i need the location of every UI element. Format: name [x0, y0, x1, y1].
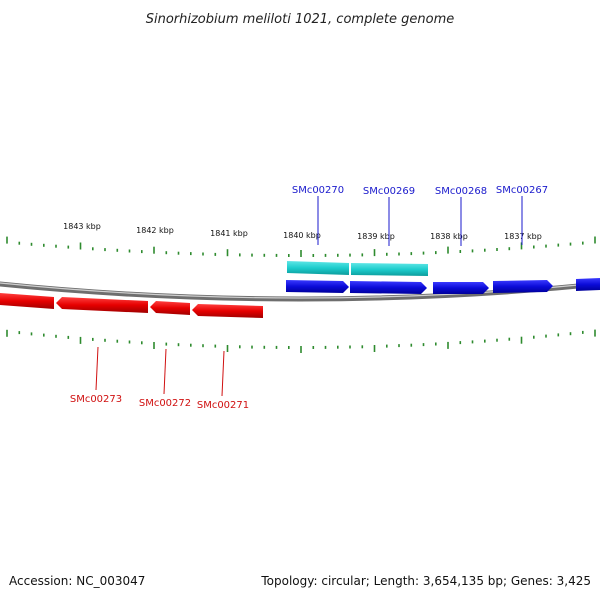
- gene-arrow-forward[interactable]: [286, 280, 349, 293]
- genome-summary-text: Topology: circular; Length: 3,654,135 bp…: [261, 574, 591, 588]
- feature-segment: [287, 261, 349, 275]
- gene-arrow-reverse[interactable]: [56, 297, 148, 313]
- inner-tick-ring: [6, 329, 596, 353]
- gene-label-reverse[interactable]: SMc00272: [139, 398, 191, 409]
- accession-text: Accession: NC_003047: [9, 574, 146, 588]
- gene-label-reverse[interactable]: SMc00271: [197, 400, 249, 411]
- gene-arrow-reverse[interactable]: [192, 304, 263, 318]
- gene-arrow-forward[interactable]: [433, 282, 489, 294]
- scale-label: 1837 kbp: [504, 232, 542, 241]
- gene-arrow-forward-partial[interactable]: [576, 278, 600, 291]
- gene-arrow-reverse[interactable]: [150, 301, 190, 315]
- scale-label: 1842 kbp: [136, 226, 174, 235]
- feature-segment: [351, 263, 428, 276]
- feature-band: [287, 261, 428, 276]
- reverse-genes: [0, 293, 263, 318]
- reverse-gene-labels: SMc00273 SMc00272 SMc00271: [70, 346, 249, 411]
- scale-label: 1839 kbp: [357, 232, 395, 241]
- gene-label-forward[interactable]: SMc00267: [496, 185, 548, 196]
- outer-tick-ring: [6, 236, 596, 257]
- forward-genes: [286, 278, 600, 294]
- forward-gene-labels: SMc00270 SMc00269 SMc00268 SMc00267: [292, 185, 548, 246]
- scale-label: 1843 kbp: [63, 222, 101, 231]
- gene-label-forward[interactable]: SMc00269: [363, 186, 415, 197]
- gene-label-reverse[interactable]: SMc00273: [70, 394, 122, 405]
- label-leader: [221, 350, 225, 397]
- gene-label-forward[interactable]: SMc00268: [435, 186, 487, 197]
- scale-label: 1840 kbp: [283, 231, 321, 240]
- map-title: Sinorhizobium meliloti 1021, complete ge…: [146, 12, 455, 27]
- scale-label: 1838 kbp: [430, 232, 468, 241]
- label-leader: [163, 348, 167, 395]
- label-leader: [95, 346, 99, 391]
- gene-arrow-reverse-partial[interactable]: [0, 293, 54, 309]
- scale-labels: 1843 kbp 1842 kbp 1841 kbp 1840 kbp 1839…: [63, 222, 542, 241]
- gene-arrow-forward[interactable]: [350, 281, 427, 294]
- gene-arrow-forward[interactable]: [493, 280, 553, 293]
- gene-label-forward[interactable]: SMc00270: [292, 185, 344, 196]
- scale-label: 1841 kbp: [210, 229, 248, 238]
